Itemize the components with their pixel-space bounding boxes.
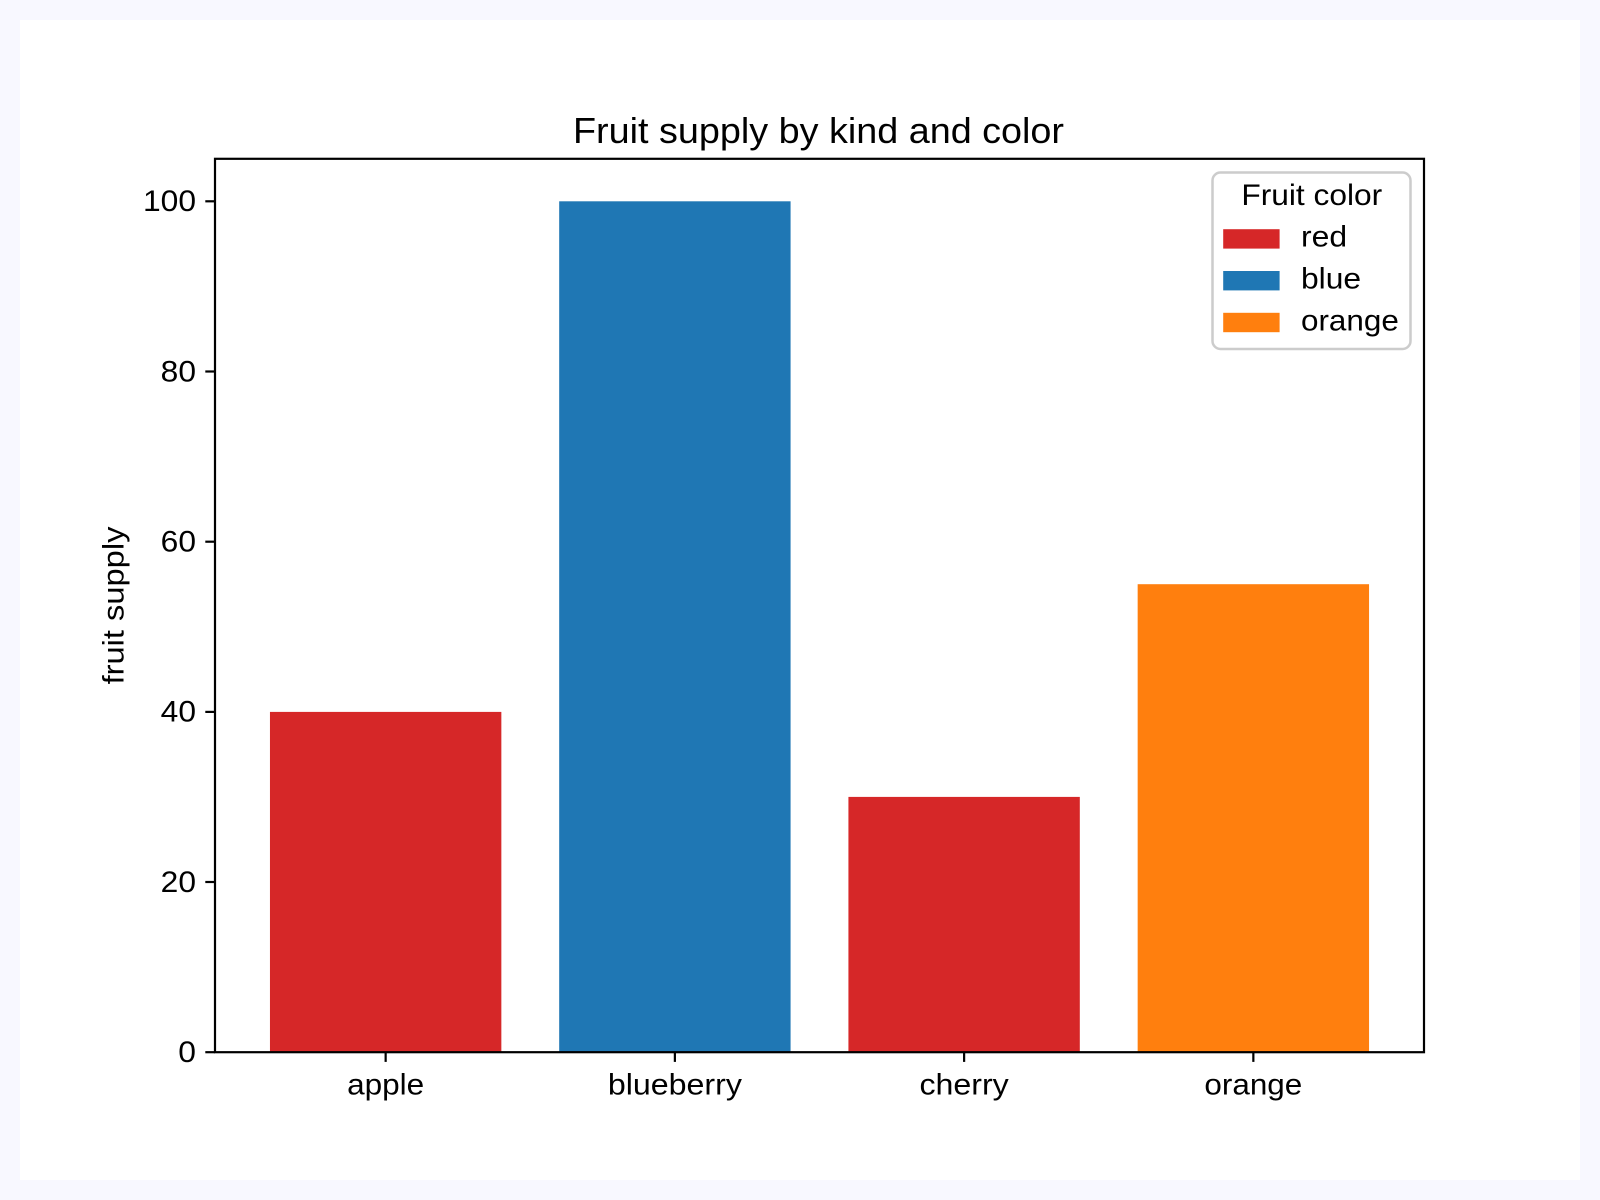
svg-text:cherry: cherry bbox=[919, 1068, 1009, 1101]
svg-text:80: 80 bbox=[161, 355, 196, 388]
svg-text:blueberry: blueberry bbox=[608, 1068, 742, 1101]
svg-text:0: 0 bbox=[178, 1036, 196, 1069]
svg-text:100: 100 bbox=[143, 185, 196, 218]
svg-text:apple: apple bbox=[347, 1068, 424, 1101]
svg-text:orange: orange bbox=[1301, 304, 1399, 337]
svg-text:fruit supply: fruit supply bbox=[98, 526, 131, 684]
svg-text:orange: orange bbox=[1204, 1068, 1302, 1101]
svg-text:Fruit color: Fruit color bbox=[1241, 179, 1382, 212]
svg-text:20: 20 bbox=[161, 866, 196, 899]
svg-text:Fruit supply by kind and color: Fruit supply by kind and color bbox=[573, 110, 1064, 151]
svg-text:60: 60 bbox=[161, 526, 196, 559]
svg-text:red: red bbox=[1301, 221, 1347, 254]
svg-text:blue: blue bbox=[1301, 263, 1361, 296]
svg-text:40: 40 bbox=[161, 696, 196, 729]
